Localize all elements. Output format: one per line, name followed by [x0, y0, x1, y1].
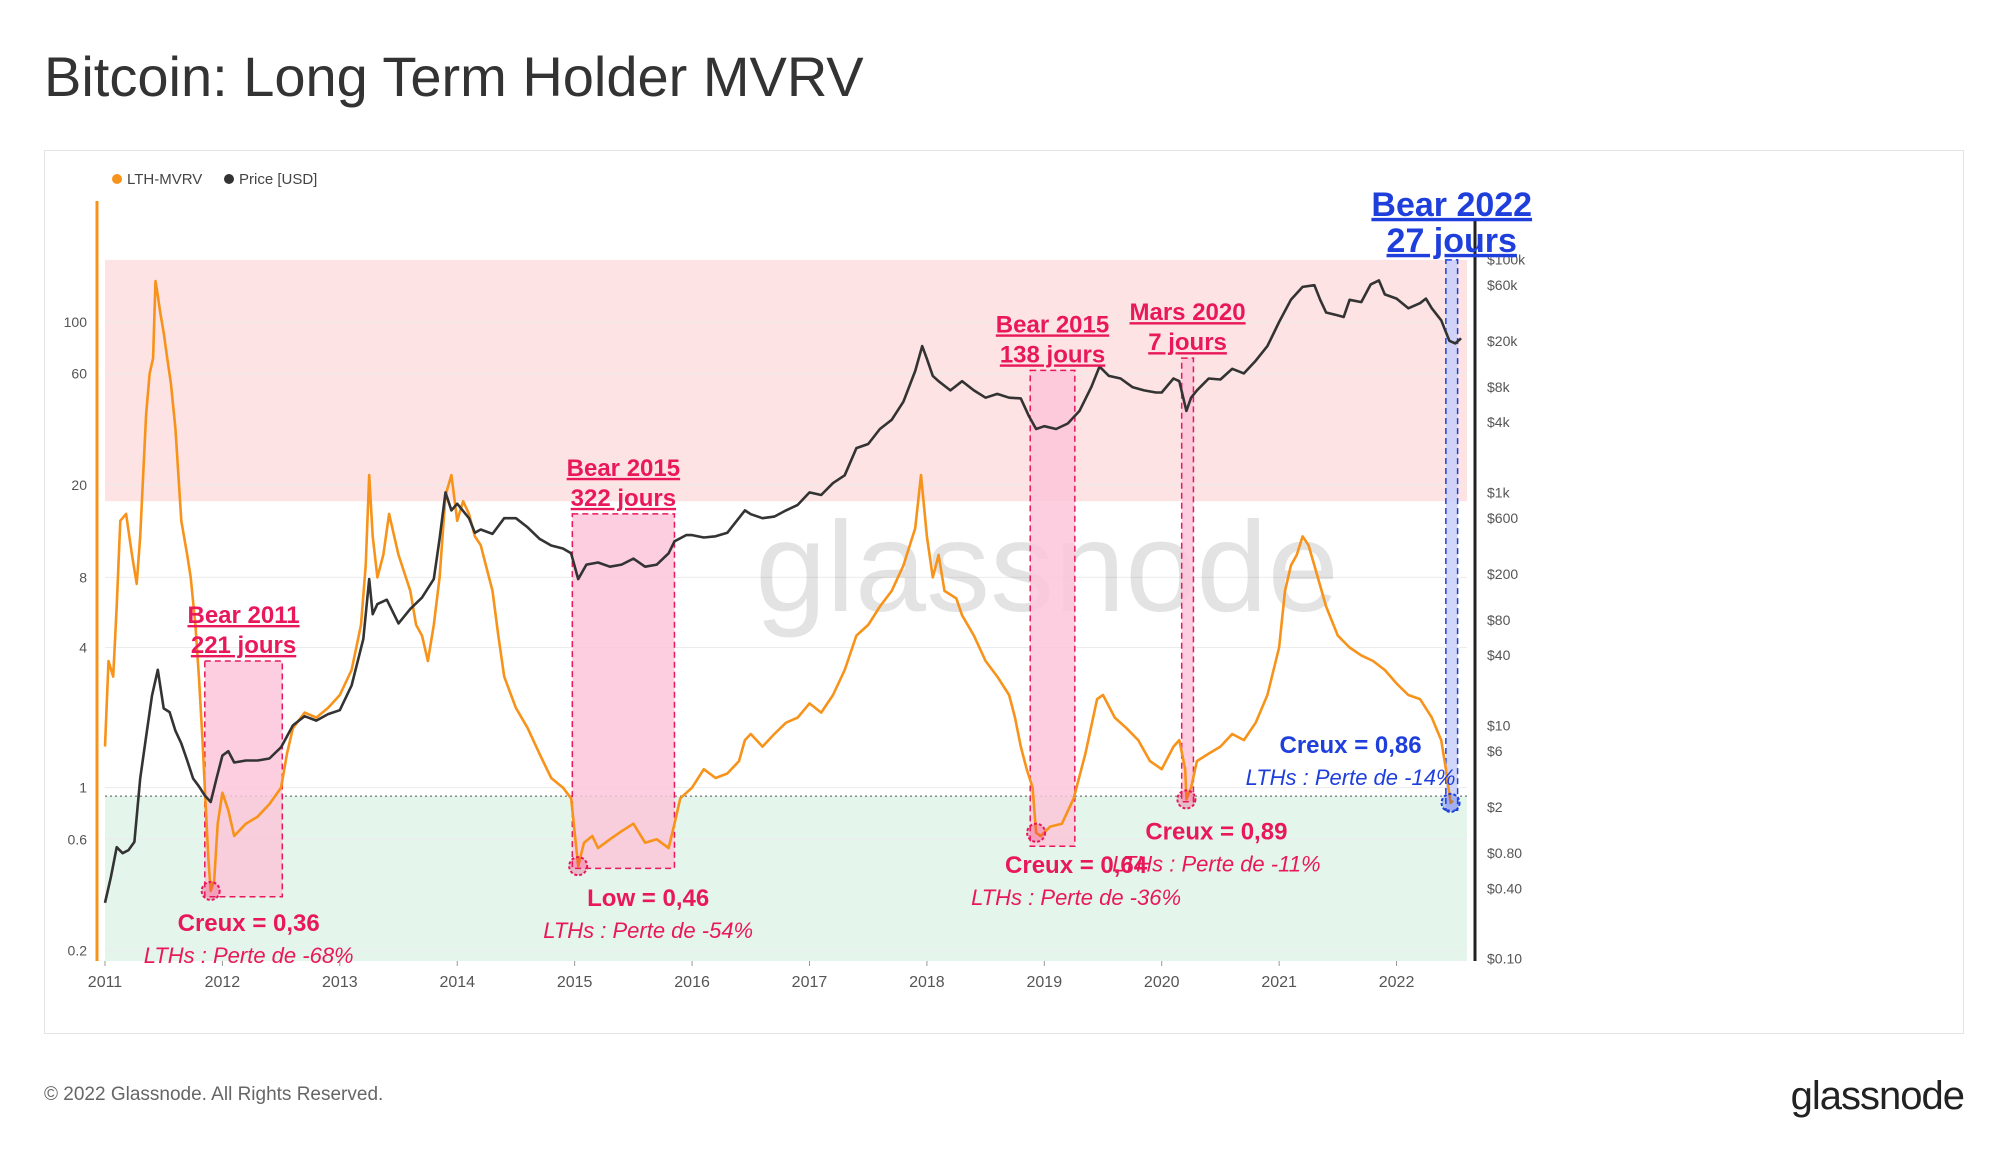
- bear-duration: 7 jours: [1148, 329, 1227, 356]
- bear-box: [1180, 357, 1195, 803]
- y-right-tick-label: $1k: [1487, 484, 1511, 500]
- loss-label: LTHs : Perte de -54%: [543, 918, 753, 943]
- y-right-tick-label: $4k: [1487, 414, 1511, 430]
- copyright-footer: © 2022 Glassnode. All Rights Reserved.: [44, 1084, 384, 1105]
- low-value-label: Creux = 0,89: [1145, 818, 1287, 845]
- y-right-tick-label: $10: [1487, 717, 1511, 733]
- axes-layer: 0.2 0.6 1 4 8 20 60 100 $0.10 $0.40 $0.80 $2 $6 $10 $4…: [64, 201, 1526, 991]
- bear-duration: 221 jours: [191, 632, 296, 659]
- legend-label: Price [USD]: [239, 171, 317, 188]
- loss-label: LTHs : Perte de -36%: [971, 885, 1181, 910]
- y-right-tick-label: $0.10: [1487, 950, 1522, 966]
- x-tick-label: 2021: [1261, 974, 1297, 991]
- bear-boxes-layer: [204, 259, 1459, 898]
- y-left-tick-label: 8: [79, 569, 87, 585]
- low-marker: [568, 856, 589, 877]
- y-right-tick-label: $2: [1487, 799, 1503, 815]
- x-tick-label: 2022: [1379, 974, 1415, 991]
- legend[interactable]: LTH-MVRV Price [USD]: [112, 171, 317, 188]
- bear-duration: 27 jours: [1387, 222, 1517, 260]
- low-marker: [200, 880, 221, 901]
- x-tick-label: 2015: [557, 974, 593, 991]
- y-right-tick-label: $100k: [1487, 251, 1526, 267]
- bear-duration: 138 jours: [1000, 341, 1105, 368]
- bear-title: Bear 2015: [567, 455, 680, 482]
- low-marker: [1440, 792, 1461, 813]
- green-zone: [105, 796, 1467, 961]
- x-tick-label: 2018: [909, 974, 945, 991]
- x-tick-label: 2014: [439, 974, 475, 991]
- loss-label: LTHs : Perte de -11%: [1112, 851, 1320, 876]
- legend-marker: [224, 174, 234, 184]
- low-value-label: Creux = 0,36: [178, 910, 320, 937]
- loss-label: LTHs : Perte de -68%: [144, 943, 354, 968]
- y-right-tick-label: $0.80: [1487, 845, 1522, 861]
- x-tick-label: 2020: [1144, 974, 1180, 991]
- low-value-label: Low = 0,46: [587, 885, 709, 912]
- y-right-tick-label: $0.40: [1487, 880, 1522, 896]
- zones-layer: [105, 259, 1467, 961]
- price-line: [103, 279, 1462, 904]
- y-left-tick-label: 0.2: [68, 942, 88, 958]
- loss-label: LTHs : Perte de -14%: [1246, 765, 1456, 790]
- low-marker: [1026, 822, 1047, 843]
- bear-title: Mars 2020: [1130, 299, 1246, 326]
- annotations-layer: Bear 2011 221 jours Creux = 0,36 LTHs : Per…: [144, 186, 1532, 968]
- y-right-tick-label: $60k: [1487, 277, 1518, 293]
- y-right-tick-label: $200: [1487, 566, 1518, 582]
- legend-label: LTH-MVRV: [127, 171, 202, 188]
- x-tick-label: 2013: [322, 974, 358, 991]
- bear-box: [1029, 369, 1076, 848]
- lth-mvrv-chart: glassnode 0.20.61482060100$0.10$0.40$0.8…: [64, 171, 1532, 991]
- bear-box: [1445, 259, 1459, 811]
- y-left-tick-label: 60: [71, 366, 87, 382]
- y-right-tick-label: $40: [1487, 647, 1511, 663]
- bear-title: Bear 2011: [187, 602, 299, 629]
- brand-logo: glassnode: [1790, 1074, 1965, 1118]
- chart-frame: glassnode 0.20.61482060100$0.10$0.40$0.8…: [44, 150, 1964, 1034]
- page-title: Bitcoin: Long Term Holder MVRV: [44, 45, 864, 108]
- y-left-tick-label: 1: [79, 780, 87, 796]
- y-right-tick-label: $8k: [1487, 379, 1511, 395]
- y-left-tick-label: 100: [64, 314, 88, 330]
- x-tick-label: 2017: [792, 974, 828, 991]
- low-value-label: Creux = 0,64: [1005, 852, 1148, 879]
- low-marker: [1176, 789, 1197, 810]
- x-tick-label: 2016: [674, 974, 710, 991]
- grid-layer: [105, 321, 1467, 951]
- bear-box: [204, 660, 284, 898]
- bear-title: Bear 2015: [996, 311, 1109, 338]
- bear-duration: 322 jours: [571, 485, 676, 512]
- low-value-label: Creux = 0,86: [1280, 732, 1422, 759]
- y-left-tick-label: 4: [79, 639, 87, 655]
- y-left-tick-label: 20: [71, 477, 87, 493]
- bear-box: [571, 513, 676, 870]
- y-right-tick-label: $20k: [1487, 333, 1518, 349]
- x-tick-label: 2012: [205, 974, 241, 991]
- red-zone: [105, 259, 1467, 502]
- bear-title: Bear 2022: [1371, 186, 1532, 224]
- y-right-tick-label: $6: [1487, 743, 1503, 759]
- y-left-tick-label: 0.6: [68, 831, 88, 847]
- y-right-tick-label: $80: [1487, 612, 1511, 628]
- x-tick-label: 2019: [1027, 974, 1063, 991]
- x-tick-label: 2011: [88, 974, 123, 991]
- legend-marker: [112, 174, 122, 184]
- y-right-tick-label: $600: [1487, 510, 1518, 526]
